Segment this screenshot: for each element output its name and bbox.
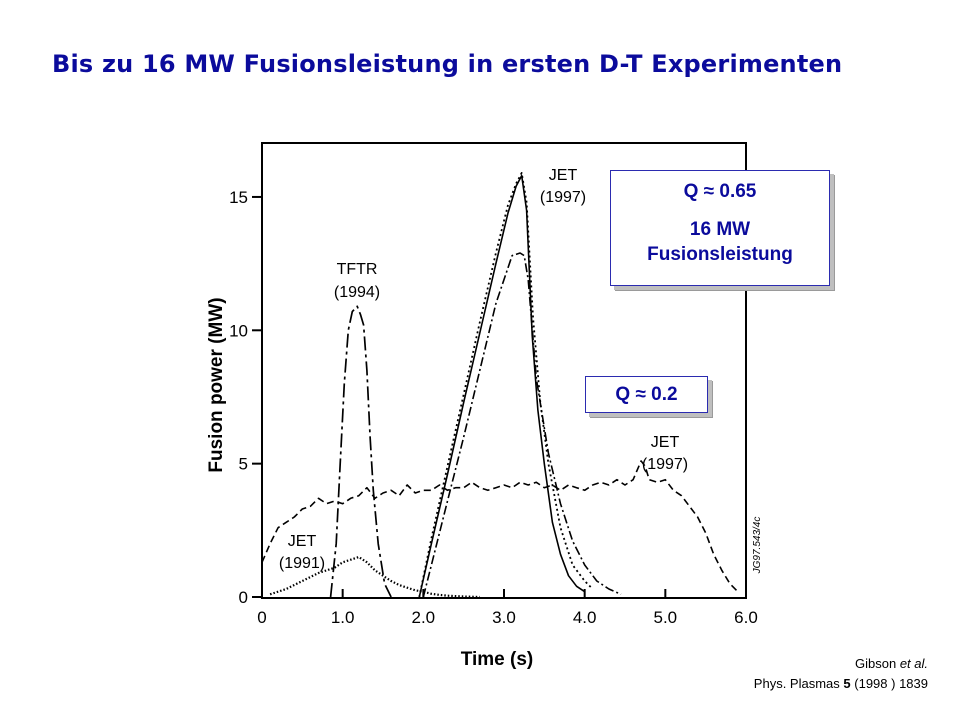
x-axis-label: Time (s) xyxy=(461,649,534,670)
annotation-jet-1997-peak: JET (1997) xyxy=(540,167,586,206)
x-tick-label: 2.0 xyxy=(412,608,436,627)
svg-text:JET: JET xyxy=(288,533,317,550)
svg-text:JET: JET xyxy=(549,167,578,184)
callout-power-label: Fusionsleistung xyxy=(647,244,793,265)
citation-journal: Phys. Plasmas 5 (1998 ) 1839 xyxy=(753,676,928,691)
svg-text:(1997): (1997) xyxy=(540,189,586,206)
series-line-dash-dot xyxy=(422,252,622,598)
y-tick-label: 0 xyxy=(239,588,248,607)
x-tick-label: 5.0 xyxy=(654,608,678,627)
svg-text:(1997): (1997) xyxy=(642,456,688,473)
callout-power-value: 16 MW xyxy=(689,219,751,240)
y-axis-label: Fusion power (MW) xyxy=(206,297,227,472)
x-tick-label: 0 xyxy=(257,608,266,627)
annotation-tftr-1994: TFTR (1994) xyxy=(334,261,380,301)
svg-text:TFTR: TFTR xyxy=(337,261,378,278)
annotation-jet-1997-steady: JET (1997) xyxy=(642,434,688,473)
annotation-jet-1991: JET (1991) xyxy=(279,533,325,572)
series-line-dotted xyxy=(418,171,594,598)
y-tick-label: 15 xyxy=(229,188,248,207)
y-tick-label: 5 xyxy=(239,455,248,474)
slide-title: Bis zu 16 MW Fusionsleistung in ersten D… xyxy=(52,50,843,78)
callout-q-0-65: Q ≈ 0.65 16 MW Fusionsleistung xyxy=(610,170,830,286)
series-line-long-dash xyxy=(329,305,392,598)
y-tick-label: 10 xyxy=(229,321,248,340)
x-tick-label: 4.0 xyxy=(573,608,597,627)
svg-text:(1991): (1991) xyxy=(279,555,325,572)
series-line-solid xyxy=(418,174,586,598)
x-tick-label: 1.0 xyxy=(331,608,355,627)
x-tick-label: 3.0 xyxy=(492,608,516,627)
callout-q-value: Q ≈ 0.65 xyxy=(683,181,757,202)
citation-authors: Gibson et al. xyxy=(854,656,928,671)
callout-q-value: Q ≈ 0.2 xyxy=(615,384,678,405)
svg-text:JET: JET xyxy=(651,434,680,451)
series-line-dotted-fine xyxy=(269,555,480,599)
svg-text:(1994): (1994) xyxy=(334,284,380,301)
callout-q-0-2: Q ≈ 0.2 xyxy=(585,376,708,413)
series-line-dashed xyxy=(261,460,739,593)
figure-id-code: JG97.543/4c xyxy=(752,517,763,575)
citation: Gibson et al. Phys. Plasmas 5 (1998 ) 18… xyxy=(754,654,928,694)
x-tick-label: 6.0 xyxy=(734,608,758,627)
